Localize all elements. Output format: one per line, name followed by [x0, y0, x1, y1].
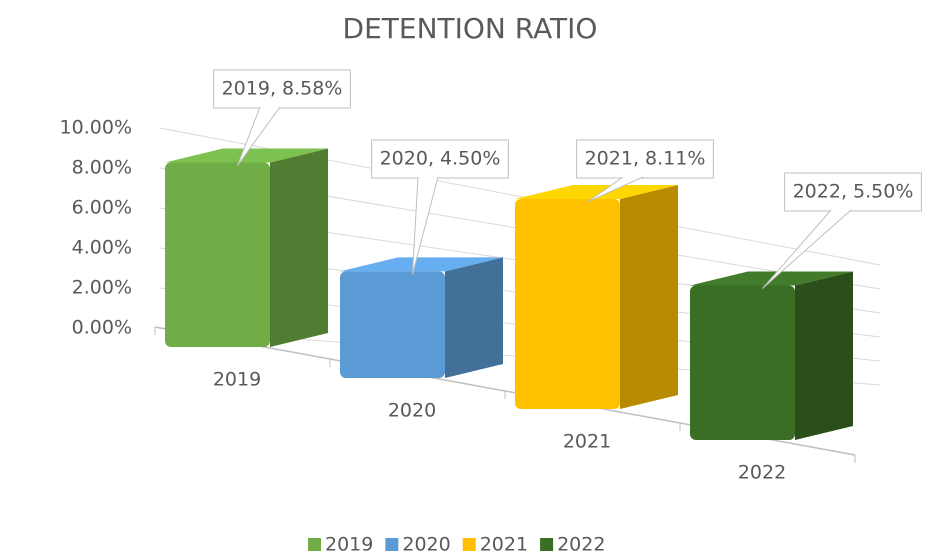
- bar: [690, 271, 853, 440]
- x-tick-label: 2020: [388, 400, 436, 422]
- data-label: 2022, 5.50%: [793, 181, 914, 203]
- bar: [515, 184, 678, 409]
- bar-top: [340, 257, 503, 272]
- x-tick-label: 2019: [213, 369, 261, 391]
- bar: [340, 257, 503, 378]
- y-tick-label: 2.00%: [72, 277, 132, 299]
- legend-label: 2020: [402, 534, 450, 556]
- bar-side: [270, 148, 328, 347]
- legend-swatch: [462, 538, 476, 551]
- bar-side: [445, 257, 503, 378]
- data-label-box: [213, 69, 351, 109]
- legend-swatch: [308, 538, 321, 551]
- bar-front: [165, 162, 270, 347]
- bar-top: [165, 148, 328, 163]
- x-tick-label: 2021: [563, 431, 611, 453]
- bar-front: [515, 198, 620, 409]
- legend-label: 2019: [325, 534, 373, 556]
- y-tick-label: 10.00%: [60, 117, 132, 139]
- data-label: 2020, 4.50%: [380, 148, 501, 170]
- callout-pointer: [412, 176, 439, 275]
- data-label-box: [371, 139, 509, 179]
- bar-front: [340, 271, 445, 378]
- data-label-box: [576, 139, 714, 179]
- bar-side: [795, 271, 853, 440]
- bar-front: [690, 285, 795, 440]
- y-tick-label: 8.00%: [72, 157, 132, 179]
- callout-pointer: [237, 106, 281, 166]
- chart-title: DETENTION RATIO: [343, 12, 598, 45]
- data-label-box: [784, 172, 922, 212]
- y-tick-label: 4.00%: [72, 237, 132, 259]
- bar-side: [620, 184, 678, 409]
- legend-label: 2021: [480, 534, 528, 556]
- callout-pointer: [587, 176, 644, 203]
- y-tick-label: 0.00%: [72, 317, 132, 339]
- bar: [165, 148, 328, 347]
- callout-pointer: [762, 209, 852, 289]
- legend-swatch: [385, 538, 399, 551]
- data-label: 2019, 8.58%: [222, 78, 343, 100]
- legend-swatch: [540, 538, 554, 551]
- legend-label: 2022: [557, 534, 605, 556]
- y-tick-label: 6.00%: [72, 197, 132, 219]
- bar-top: [515, 184, 678, 199]
- x-tick-label: 2022: [738, 462, 786, 484]
- data-label: 2021, 8.11%: [585, 148, 706, 170]
